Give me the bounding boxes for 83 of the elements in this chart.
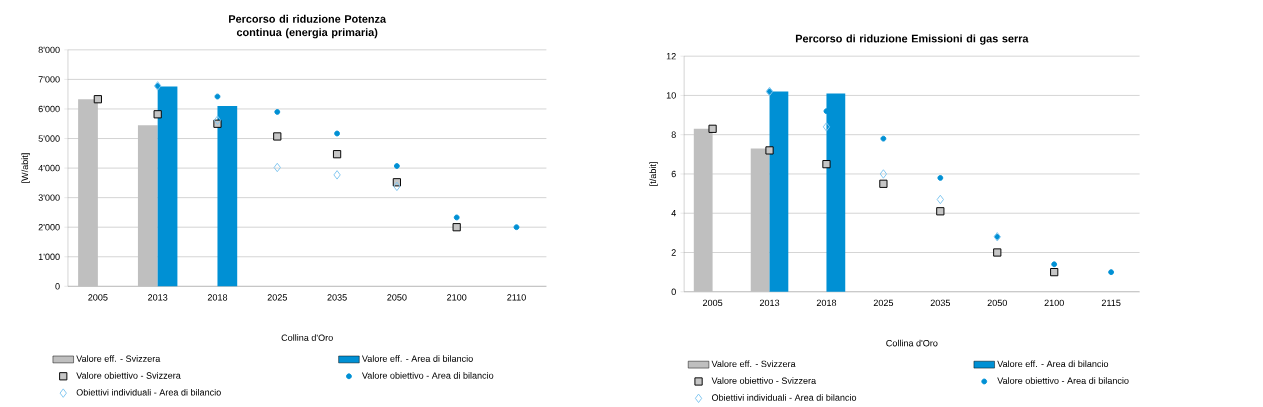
- point: [1050, 267, 1059, 277]
- y-tick-label: 1'000: [38, 253, 60, 260]
- y-tick-label: 3'000: [38, 194, 60, 201]
- x-tick-label: 2025: [267, 294, 287, 301]
- point: [393, 181, 401, 191]
- x-tick-label: 2013: [759, 299, 780, 306]
- legend-label: Valore obiettivo - Svizzera: [711, 377, 817, 384]
- y-axis-title: [W/abit]: [21, 153, 30, 183]
- legend-label: Valore eff. - Svizzera: [76, 355, 161, 362]
- point: [393, 162, 400, 169]
- y-tick-label: 6: [671, 170, 676, 178]
- x-tick-label: 2050: [987, 299, 1007, 306]
- legend-label: Valore obiettivo - Area di bilancio: [997, 377, 1129, 384]
- x-tick-label: 2035: [930, 299, 951, 306]
- y-tick-label: 10: [666, 92, 676, 99]
- y-tick-label: 12: [666, 52, 676, 60]
- point: [936, 194, 944, 205]
- point: [822, 121, 831, 132]
- point: [332, 149, 342, 159]
- legend-label: Obiettivi individuali - Area di bilancio: [76, 388, 221, 396]
- chart-title: Percorso di riduzione Emissioni di gas serra: [795, 34, 1029, 45]
- y-tick-label: 7'000: [38, 76, 60, 83]
- point: [937, 174, 944, 181]
- point: [765, 146, 774, 155]
- x-tick-label: 2005: [702, 299, 723, 306]
- x-tick-label: 2050: [387, 294, 407, 301]
- point: [453, 214, 460, 221]
- x-tick-label: 2018: [207, 294, 228, 301]
- x-tick-label: 2025: [873, 299, 894, 306]
- x-axis-title: Collina d'Oro: [886, 339, 938, 347]
- x-tick-label: 2013: [148, 294, 168, 301]
- point: [93, 94, 102, 104]
- legend-label: Obiettivi individuali - Area di bilancio: [711, 393, 857, 401]
- y-tick-label: 0: [55, 282, 60, 290]
- bar: [750, 148, 770, 292]
- legend-label: Valore obiettivo - Area di bilancio: [361, 371, 494, 379]
- point: [333, 170, 341, 180]
- x-tick-label: 2035: [327, 294, 347, 301]
- x-tick-label: 2115: [1101, 299, 1121, 306]
- y-tick-label: 4'000: [38, 164, 60, 172]
- legend-label: Valore obiettivo - Svizzera: [76, 371, 181, 379]
- point: [274, 108, 281, 115]
- point: [334, 130, 340, 137]
- bar: [826, 93, 846, 292]
- x-tick-label: 2100: [1044, 299, 1064, 306]
- x-tick-label: 2018: [816, 299, 837, 306]
- y-tick-label: 5'000: [38, 135, 60, 142]
- bar: [217, 105, 238, 287]
- legend-label: Valore eff. - Area di bilancio: [997, 360, 1109, 367]
- y-tick-label: 8: [671, 131, 676, 138]
- point: [822, 159, 831, 169]
- point: [936, 207, 945, 216]
- point: [452, 222, 461, 232]
- point: [1108, 269, 1115, 275]
- point: [214, 93, 221, 100]
- x-tick-label: 2110: [507, 294, 526, 301]
- y-tick-label: 6'000: [38, 105, 60, 113]
- y-tick-label: 8'000: [38, 46, 60, 53]
- point: [879, 179, 888, 188]
- point: [880, 135, 887, 142]
- y-axis-title: [t/abit]: [649, 162, 658, 186]
- point: [879, 169, 888, 179]
- bar: [78, 99, 98, 287]
- y-tick-label: 0: [671, 288, 676, 295]
- x-tick-label: 2005: [88, 294, 108, 301]
- bar: [693, 128, 713, 292]
- y-tick-label: 2'000: [38, 223, 60, 231]
- legend-label: Valore eff. - Area di bilancio: [361, 355, 473, 362]
- y-tick-label: 2: [671, 249, 676, 256]
- point: [273, 162, 281, 173]
- point: [273, 132, 282, 141]
- point: [513, 224, 520, 230]
- y-tick-label: 4: [671, 209, 676, 217]
- point: [993, 248, 1002, 257]
- x-tick-label: 2100: [447, 294, 467, 301]
- x-axis-title: Collina d'Oro: [281, 334, 333, 341]
- legend-label: Valore eff. - Svizzera: [711, 360, 796, 367]
- point: [153, 110, 162, 119]
- point: [708, 124, 717, 133]
- point: [213, 115, 222, 125]
- bar: [137, 125, 158, 287]
- point: [1051, 261, 1058, 268]
- chart-title: Percorso di riduzione Potenza continua (energia primaria): [229, 14, 387, 39]
